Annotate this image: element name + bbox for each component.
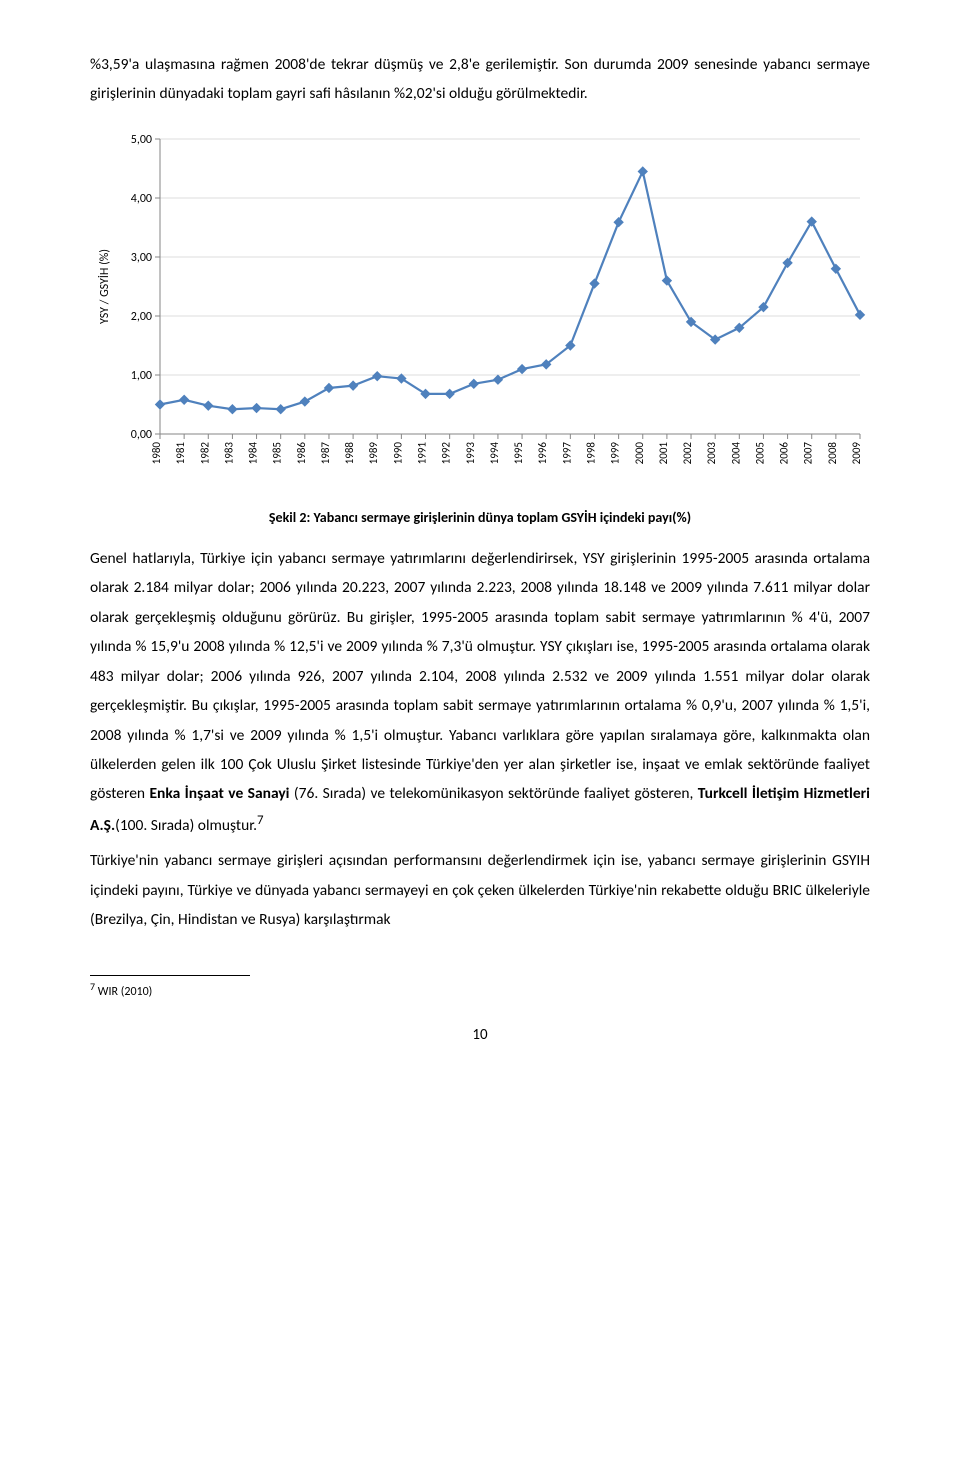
line-chart: 0,00 1,00 2,00 3,00 4,00 5,00 1980 1981 1982 1983… (90, 129, 870, 489)
body-text-1b: (76. Sırada) ve telekomünikasyon sektörü… (290, 784, 698, 803)
svg-text:2001: 2001 (657, 441, 670, 464)
chart-caption: Şekil 2: Yabancı sermaye girişlerinin dü… (90, 509, 870, 526)
svg-text:5,00: 5,00 (131, 133, 152, 147)
body-text-1c: (100. Sırada) olmuştur. (115, 816, 257, 835)
svg-text:1994: 1994 (488, 441, 501, 464)
chart-container: 0,00 1,00 2,00 3,00 4,00 5,00 1980 1981 1982 1983… (90, 129, 870, 489)
body-paragraph-2: Türkiye'nin yabancı sermaye girişleri aç… (90, 846, 870, 934)
body-paragraph-1: Genel hatlarıyla, Türkiye için yabancı s… (90, 544, 870, 841)
svg-text:1997: 1997 (560, 441, 573, 464)
svg-text:1987: 1987 (319, 441, 332, 464)
svg-text:1985: 1985 (271, 442, 284, 464)
svg-text:1986: 1986 (295, 441, 308, 464)
svg-text:1988: 1988 (343, 441, 356, 464)
footnote-rule (90, 975, 250, 976)
bold-enka: Enka İnşaat ve Sanayi (149, 784, 289, 803)
svg-text:2000: 2000 (633, 441, 646, 464)
svg-text:3,00: 3,00 (131, 251, 152, 265)
svg-text:4,00: 4,00 (131, 192, 152, 206)
page-container: %3,59'a ulaşmasına rağmen 2008'de tekrar… (0, 0, 960, 1074)
paragraph-top: %3,59'a ulaşmasına rağmen 2008'de tekrar… (90, 50, 870, 109)
svg-text:1980: 1980 (150, 441, 163, 464)
svg-text:YSY / GSYİH (%): YSY / GSYİH (%) (97, 249, 112, 324)
svg-text:1990: 1990 (391, 441, 404, 464)
svg-text:1995: 1995 (512, 442, 525, 464)
svg-text:1999: 1999 (609, 441, 622, 464)
svg-text:2,00: 2,00 (131, 310, 152, 324)
svg-text:1996: 1996 (536, 441, 549, 464)
svg-text:0,00: 0,00 (131, 428, 152, 442)
svg-text:1989: 1989 (367, 441, 380, 464)
page-number: 10 (90, 1026, 870, 1044)
svg-text:2002: 2002 (681, 441, 694, 464)
svg-text:1,00: 1,00 (131, 369, 152, 383)
svg-text:2009: 2009 (850, 441, 863, 464)
svg-text:1982: 1982 (198, 441, 211, 464)
svg-text:1983: 1983 (222, 441, 235, 464)
footnote: 7 WIR (2010) (90, 980, 870, 1001)
svg-text:1993: 1993 (464, 441, 477, 464)
svg-text:2008: 2008 (826, 441, 839, 464)
footnote-text: WIR (2010) (95, 985, 152, 999)
svg-text:2004: 2004 (729, 441, 742, 464)
svg-text:2005: 2005 (753, 442, 766, 464)
svg-text:1984: 1984 (247, 441, 260, 464)
svg-text:2003: 2003 (705, 441, 718, 464)
svg-text:1998: 1998 (584, 441, 597, 464)
svg-text:2007: 2007 (802, 441, 815, 464)
svg-text:1991: 1991 (416, 441, 429, 464)
footnote-ref: 7 (257, 813, 264, 828)
svg-text:1981: 1981 (174, 441, 187, 464)
body-text-1a: Genel hatlarıyla, Türkiye için yabancı s… (90, 549, 870, 804)
svg-text:2006: 2006 (778, 441, 791, 464)
svg-text:1992: 1992 (440, 441, 453, 464)
